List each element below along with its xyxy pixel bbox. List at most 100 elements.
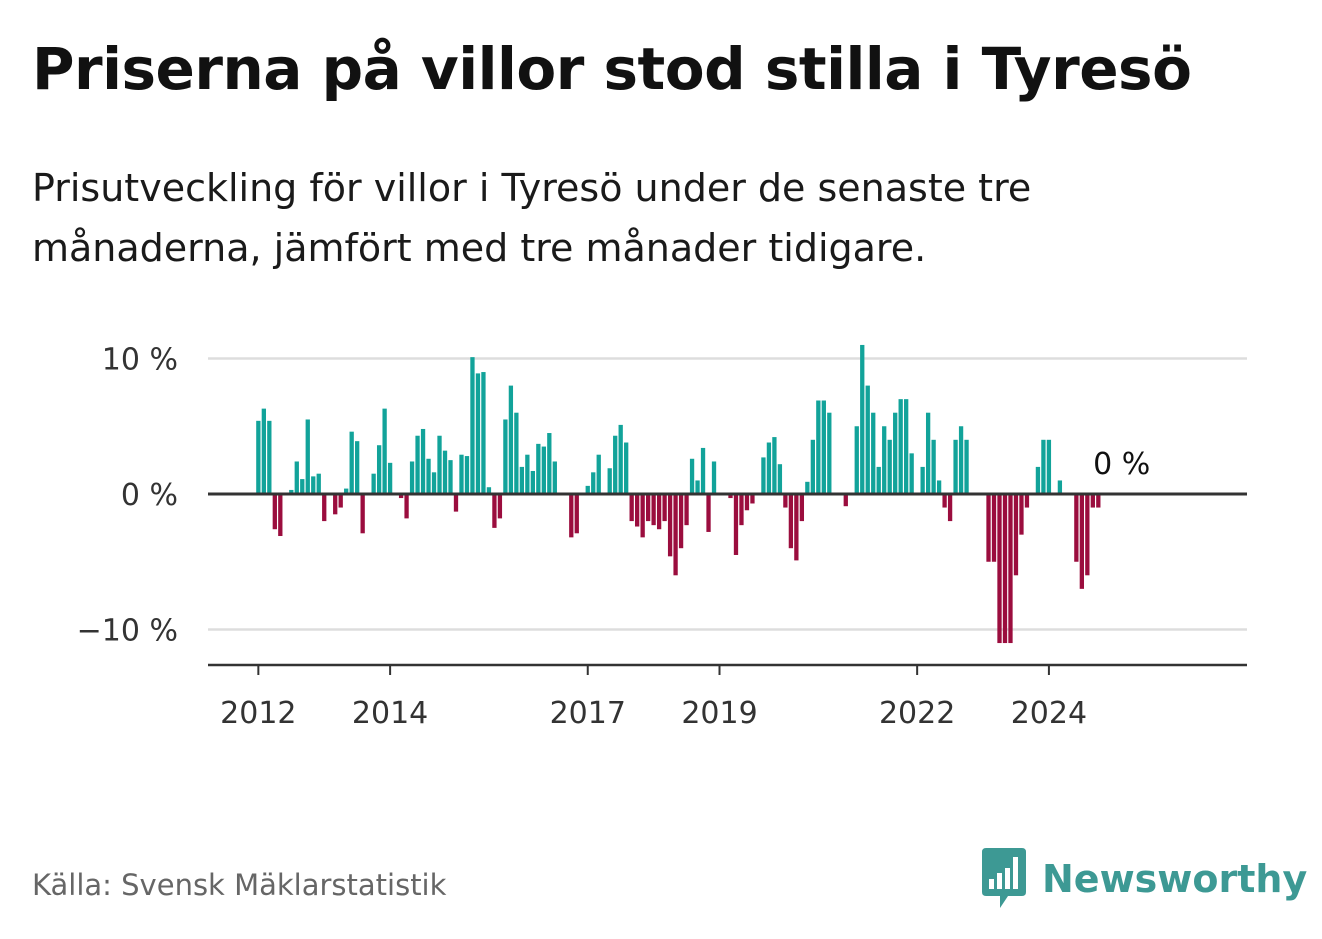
- bar: [607, 468, 612, 494]
- bar: [810, 439, 815, 494]
- bar-series: [256, 344, 1101, 644]
- y-tick-label: 0 %: [121, 478, 178, 513]
- bar: [816, 400, 821, 494]
- bar: [574, 494, 579, 534]
- x-tick-label: 2022: [879, 696, 955, 731]
- bar: [618, 424, 623, 494]
- bar: [470, 357, 475, 494]
- bar: [871, 412, 876, 494]
- brand-logo[interactable]: Newsworthy: [980, 848, 1307, 910]
- x-tick-label: 2012: [220, 696, 296, 731]
- bar: [508, 385, 514, 494]
- bar: [552, 461, 557, 494]
- bar: [1035, 466, 1041, 494]
- bar: [371, 473, 376, 495]
- bar: [958, 426, 964, 494]
- bar: [267, 420, 272, 494]
- bar: [887, 439, 892, 494]
- bar: [761, 457, 766, 494]
- bar: [706, 494, 711, 532]
- bar: [788, 494, 794, 549]
- bar: [728, 494, 733, 499]
- x-axis-ticks: 2012 2014 2017 2019 2022 2024: [220, 665, 1087, 731]
- gridlines: [208, 357, 1247, 631]
- bar: [991, 494, 997, 562]
- bar: [673, 494, 678, 576]
- bar: [772, 437, 777, 494]
- bar: [344, 488, 349, 494]
- bar: [744, 494, 750, 511]
- bar: [904, 399, 909, 494]
- bar: [805, 481, 810, 495]
- bar: [700, 447, 706, 494]
- bar: [519, 466, 525, 494]
- bar: [1057, 480, 1063, 494]
- bar: [431, 472, 437, 494]
- bar: [635, 494, 640, 527]
- bar: [305, 419, 310, 494]
- bar: [920, 466, 925, 494]
- bar: [1046, 439, 1052, 494]
- bar: [695, 480, 700, 494]
- bar: [355, 441, 360, 494]
- bar: [882, 426, 887, 494]
- y-tick-label: 10 %: [102, 343, 178, 378]
- bar: [909, 453, 914, 494]
- bar: [1096, 494, 1101, 508]
- bar: [398, 494, 404, 499]
- bar: [624, 442, 629, 494]
- bar: [464, 456, 470, 494]
- bar: [1085, 494, 1090, 576]
- bar: [799, 494, 805, 522]
- bar: [404, 494, 409, 519]
- bar: [547, 433, 552, 495]
- bar: [656, 494, 662, 530]
- brand-name: Newsworthy: [1042, 857, 1308, 901]
- bar: [1019, 494, 1024, 535]
- bar: [569, 494, 574, 538]
- x-tick-label: 2014: [352, 696, 428, 731]
- bar: [953, 439, 958, 494]
- bar: [689, 458, 695, 494]
- y-axis-ticks: 10 % 0 % −10 %: [77, 343, 178, 649]
- bar: [316, 473, 321, 495]
- bar: [536, 443, 541, 494]
- bar: [997, 494, 1002, 644]
- bar: [947, 494, 953, 522]
- bar: [261, 408, 266, 494]
- bar: [1074, 494, 1079, 562]
- x-tick-label: 2017: [550, 696, 626, 731]
- bar: [843, 494, 848, 507]
- bar: [492, 494, 497, 528]
- bar: [964, 439, 969, 494]
- bar: [925, 412, 931, 494]
- bar: [733, 494, 739, 555]
- bar: [651, 494, 656, 526]
- bar: [387, 462, 393, 494]
- chart-title: Priserna på villor stod stilla i Tyresö: [32, 35, 1192, 103]
- bar: [1013, 494, 1019, 576]
- bar-chart: 10 % 0 % −10 % 2012 2014 2017 2019 2022 2024 0 …: [77, 343, 1247, 731]
- bar: [278, 494, 283, 537]
- bar: [854, 426, 859, 494]
- bar: [629, 494, 634, 522]
- bar: [591, 472, 596, 494]
- bar: [497, 494, 503, 519]
- bar: [1041, 439, 1046, 494]
- bar: [936, 480, 942, 494]
- bar: [942, 494, 947, 508]
- bar: [376, 445, 382, 494]
- bar: [898, 399, 903, 494]
- bar: [503, 419, 508, 494]
- bar: [382, 408, 387, 494]
- bar: [333, 494, 338, 515]
- bar: [322, 494, 327, 522]
- bar: [1024, 494, 1030, 508]
- bar: [865, 385, 870, 494]
- x-tick-label: 2024: [1011, 696, 1087, 731]
- bar: [409, 461, 415, 494]
- bar: [931, 439, 936, 494]
- bar: [1090, 494, 1095, 508]
- bar: [300, 479, 305, 494]
- bar: [459, 454, 464, 494]
